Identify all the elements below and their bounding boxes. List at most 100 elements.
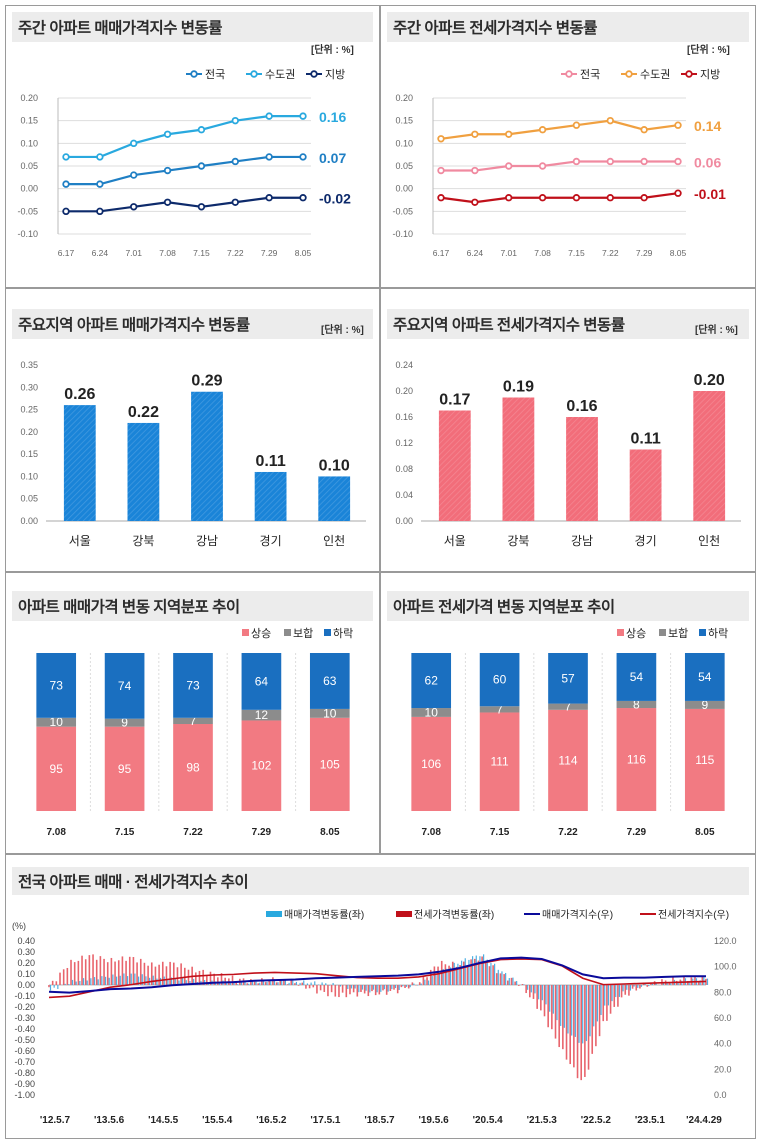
bar-강남 <box>191 391 223 521</box>
legend-marker <box>625 70 633 78</box>
legend-marker <box>310 70 318 78</box>
stack-segment-하락 <box>36 653 77 718</box>
bar-value-label: 0.11 <box>255 453 285 470</box>
y-tick-label: 0.35 <box>20 360 38 370</box>
segment-value-label: 7 <box>565 700 572 714</box>
region-rent-bar-chart: 0.24 0.20 0.16 0.12 0.08 0.04 0.00 0.17 서울 0.19 강북… <box>395 360 741 548</box>
left-tick-label: -0.30 <box>14 1013 35 1023</box>
x-tick-label: '16.5.2 <box>256 1115 287 1126</box>
data-point <box>130 139 138 148</box>
x-tick-label: 7.22 <box>227 248 244 258</box>
data-point <box>62 207 70 216</box>
legend-label: 지방 <box>325 68 345 81</box>
legend-label: 매매가격지수(우) <box>542 908 613 921</box>
data-point <box>471 130 479 138</box>
legend-swatch <box>396 911 412 917</box>
legend-label: 전국 <box>580 68 600 81</box>
rent-distribution-panel: 아파트 전세가격 변동 지역분포 추이 상승 보합 하락 106 10 62 7.08 111… <box>380 572 756 854</box>
legend-label: 하락 <box>333 626 353 640</box>
y-tick-label: 0.05 <box>20 161 38 171</box>
stack-segment-보합 <box>411 708 452 717</box>
x-tick-label: 인천 <box>323 533 345 548</box>
stack-segment-상승 <box>411 716 452 811</box>
data-point <box>163 198 172 206</box>
data-point <box>572 157 581 166</box>
left-tick-label: -0.50 <box>14 1035 35 1045</box>
y-tick-label: 0.10 <box>20 138 38 148</box>
region-sale-chart-panel: 주요지역 아파트 매매가격지수 변동률 [단위 : %] 0.35 0.30 0.2… <box>5 288 380 572</box>
x-tick-label: '24.4.29 <box>686 1115 722 1126</box>
x-tick-label: 7.15 <box>193 248 210 258</box>
x-tick-label: 6.17 <box>433 248 450 258</box>
left-tick-label: 0.30 <box>17 947 35 957</box>
legend-label: 전국 <box>205 68 225 81</box>
series-line-수도권 <box>440 119 679 140</box>
data-point <box>265 194 273 202</box>
left-tick-label: -0.20 <box>14 1002 35 1012</box>
data-point <box>231 198 239 206</box>
legend-label: 지방 <box>700 68 720 81</box>
x-tick-label: 7.22 <box>183 827 203 838</box>
stack-segment-보합 <box>36 717 77 727</box>
data-point <box>572 194 581 202</box>
weekly-sale-chart-panel: 주간 아파트 매매가격지수 변동률 [단위 : %] 전국 수도권 지방 0.20 0.… <box>5 5 380 288</box>
x-tick-label: 서울 <box>69 534 91 548</box>
x-tick-label: '13.5.6 <box>94 1115 125 1126</box>
stack-segment-상승 <box>309 717 350 811</box>
left-axis-unit: (%) <box>12 921 26 931</box>
segment-value-label: 9 <box>121 716 128 730</box>
left-tick-label: -0.70 <box>14 1057 35 1067</box>
stack-segment-상승 <box>36 726 77 811</box>
y-tick-label: 0.24 <box>395 360 413 370</box>
x-tick-label: 6.24 <box>467 248 484 258</box>
bar-value-label: 0.26 <box>64 386 95 403</box>
data-point <box>674 157 682 166</box>
right-tick-label: 20.0 <box>714 1064 732 1074</box>
y-tick-label: 0.12 <box>395 438 413 448</box>
left-tick-label: -0.10 <box>14 991 35 1001</box>
x-tick-label: 강북 <box>507 534 529 548</box>
bar-value-label: 0.20 <box>694 372 725 389</box>
x-tick-label: '15.5.4 <box>202 1115 233 1126</box>
x-tick-label: '18.5.7 <box>364 1115 395 1126</box>
bar-서울 <box>63 405 96 521</box>
legend-marker <box>250 70 258 78</box>
bar-강남 <box>566 417 598 521</box>
stack-segment-보합 <box>548 703 588 710</box>
data-point <box>471 166 479 175</box>
y-tick-label: -0.10 <box>17 229 38 239</box>
end-value-label: 0.07 <box>319 150 346 166</box>
sale-distribution-stacked-chart: 상승 보합 하락 95 10 73 7.08 95 9 74 7.15 98 7 73 7.22 102 12 6… <box>36 626 353 838</box>
y-tick-label: 0.20 <box>20 93 38 103</box>
segment-value-label: 12 <box>255 708 269 722</box>
end-value-label: 0.06 <box>694 154 721 170</box>
x-tick-label: '14.5.5 <box>148 1115 179 1126</box>
panel-title: 전국 아파트 매매 · 전세가격지수 추이 <box>12 867 749 895</box>
x-tick-label: '12.5.7 <box>40 1115 71 1126</box>
y-tick-label: -0.05 <box>392 206 413 216</box>
left-tick-label: -0.90 <box>14 1079 35 1089</box>
y-tick-label: 0.10 <box>395 138 413 148</box>
panel-title: 주간 아파트 매매가격지수 변동률 <box>12 12 373 42</box>
data-point <box>538 126 547 134</box>
stack-segment-상승 <box>616 708 657 811</box>
left-tick-label: 0.40 <box>17 936 35 946</box>
x-tick-label: 강남 <box>196 534 218 548</box>
end-value-label: 0.14 <box>694 118 721 134</box>
legend-swatch <box>266 911 282 917</box>
right-tick-label: 120.0 <box>714 936 737 946</box>
y-tick-label: 0.15 <box>395 116 413 126</box>
x-tick-label: 7.01 <box>500 248 517 258</box>
right-tick-label: 60.0 <box>714 1013 732 1023</box>
legend-label: 상승 <box>626 627 646 640</box>
segment-value-label: 98 <box>186 761 200 775</box>
x-tick-label: 7.22 <box>558 827 578 838</box>
data-point <box>197 126 206 134</box>
x-tick-label: 7.29 <box>627 827 647 838</box>
segment-value-label: 73 <box>50 678 64 692</box>
y-tick-label: 0.15 <box>20 449 38 459</box>
stack-segment-하락 <box>104 653 145 719</box>
data-point <box>197 162 206 170</box>
legend-label: 전세가격지수(우) <box>658 908 729 921</box>
data-point <box>538 162 547 170</box>
